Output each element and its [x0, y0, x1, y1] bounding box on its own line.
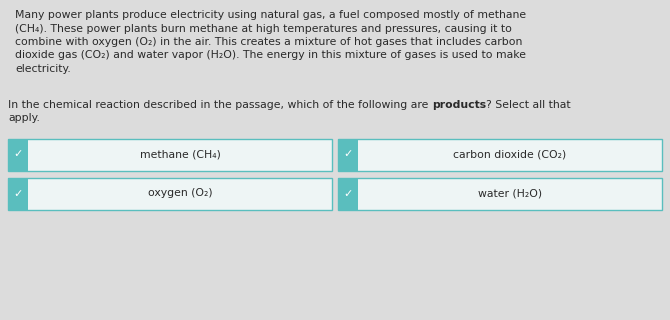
FancyBboxPatch shape: [338, 178, 662, 210]
Text: oxygen (O₂): oxygen (O₂): [147, 188, 212, 198]
Text: electricity.: electricity.: [15, 64, 71, 74]
FancyBboxPatch shape: [8, 178, 28, 210]
Text: combine with oxygen (O₂) in the air. This creates a mixture of hot gases that in: combine with oxygen (O₂) in the air. Thi…: [15, 37, 523, 47]
Text: ✓: ✓: [343, 149, 352, 159]
FancyBboxPatch shape: [8, 139, 28, 171]
Text: Many power plants produce electricity using natural gas, a fuel composed mostly : Many power plants produce electricity us…: [15, 10, 526, 20]
Text: dioxide gas (CO₂) and water vapor (H₂O). The energy in this mixture of gases is : dioxide gas (CO₂) and water vapor (H₂O).…: [15, 51, 526, 60]
Text: (CH₄). These power plants burn methane at high temperatures and pressures, causi: (CH₄). These power plants burn methane a…: [15, 23, 512, 34]
Text: apply.: apply.: [8, 113, 40, 123]
FancyBboxPatch shape: [338, 139, 358, 171]
Text: carbon dioxide (CO₂): carbon dioxide (CO₂): [454, 149, 567, 159]
FancyBboxPatch shape: [8, 139, 332, 171]
Text: ✓: ✓: [13, 149, 23, 159]
FancyBboxPatch shape: [8, 178, 332, 210]
Text: In the chemical reaction described in the passage, which of the following are: In the chemical reaction described in th…: [8, 100, 432, 109]
Text: methane (CH₄): methane (CH₄): [139, 149, 220, 159]
Text: ✓: ✓: [343, 188, 352, 198]
Text: water (H₂O): water (H₂O): [478, 188, 542, 198]
Text: ✓: ✓: [13, 188, 23, 198]
Text: ? Select all that: ? Select all that: [486, 100, 571, 109]
FancyBboxPatch shape: [338, 178, 358, 210]
FancyBboxPatch shape: [338, 139, 662, 171]
Text: products: products: [432, 100, 486, 109]
